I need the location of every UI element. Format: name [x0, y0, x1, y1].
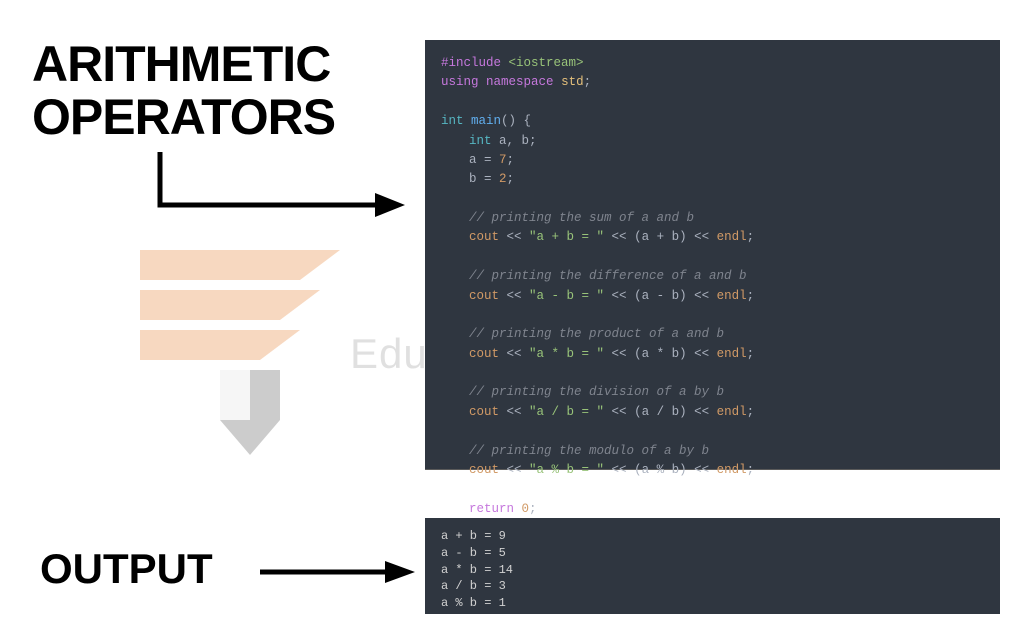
- code-line-decl: int a, b;: [441, 132, 984, 151]
- code-blank: [441, 190, 984, 209]
- code-cout-2: cout << "a - b = " << (a - b) << endl;: [441, 287, 984, 306]
- code-blank: [441, 364, 984, 383]
- code-blank: [441, 306, 984, 325]
- output-line: a / b = 3: [441, 578, 984, 595]
- code-comment-3: // printing the product of a and b: [441, 325, 984, 344]
- code-line-main: int main() {: [441, 112, 984, 131]
- output-line: a % b = 1: [441, 595, 984, 612]
- page-title: ARITHMETIC OPERATORS: [32, 38, 335, 143]
- code-line-b: b = 2;: [441, 170, 984, 189]
- code-line-using: using namespace std;: [441, 73, 984, 92]
- code-comment-5: // printing the modulo of a by b: [441, 442, 984, 461]
- code-blank: [441, 93, 984, 112]
- code-comment-4: // printing the division of a by b: [441, 383, 984, 402]
- title-line2: OPERATORS: [32, 89, 335, 145]
- output-line: a * b = 14: [441, 562, 984, 579]
- code-comment-1: // printing the sum of a and b: [441, 209, 984, 228]
- arrow-title-to-code: [150, 150, 410, 250]
- code-return: return 0;: [441, 500, 984, 519]
- title-line1: ARITHMETIC: [32, 36, 330, 92]
- code-blank: [441, 248, 984, 267]
- code-cout-4: cout << "a / b = " << (a / b) << endl;: [441, 403, 984, 422]
- code-blank: [441, 422, 984, 441]
- code-cout-1: cout << "a + b = " << (a + b) << endl;: [441, 228, 984, 247]
- code-line-include: #include <iostream>: [441, 54, 984, 73]
- output-line: a + b = 9: [441, 528, 984, 545]
- code-comment-2: // printing the difference of a and b: [441, 267, 984, 286]
- code-panel: #include <iostream> using namespace std;…: [425, 40, 1000, 470]
- output-label: OUTPUT: [40, 545, 213, 593]
- code-cout-3: cout << "a * b = " << (a * b) << endl;: [441, 345, 984, 364]
- output-panel: a + b = 9 a - b = 5 a * b = 14 a / b = 3…: [425, 518, 1000, 614]
- arrow-output-to-panel: [260, 560, 420, 590]
- code-blank: [441, 480, 984, 499]
- code-line-a: a = 7;: [441, 151, 984, 170]
- output-line: a - b = 5: [441, 545, 984, 562]
- code-cout-5: cout << "a % b = " << (a % b) << endl;: [441, 461, 984, 480]
